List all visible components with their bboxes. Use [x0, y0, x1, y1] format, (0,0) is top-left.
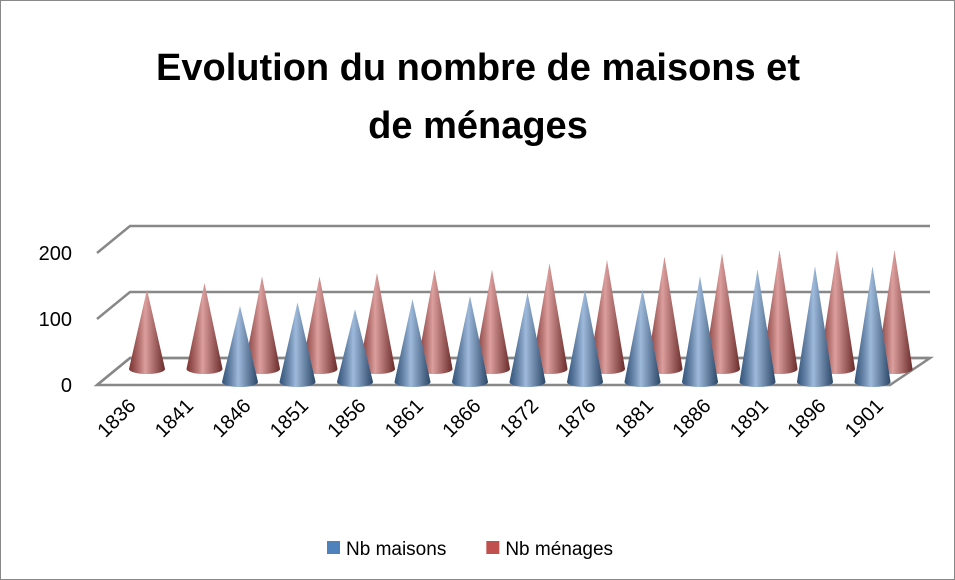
cone-shade	[567, 289, 603, 387]
y-tick-label: 200	[39, 243, 72, 265]
cone-shade	[301, 276, 338, 374]
cone-shade	[531, 263, 568, 374]
legend-swatch	[486, 541, 500, 554]
cone-shade	[819, 250, 855, 374]
cone-shade	[854, 266, 891, 387]
cone-shade	[129, 289, 165, 374]
cone-shade	[624, 289, 661, 387]
chart-title: de ménages	[368, 105, 588, 147]
cone-shade	[416, 270, 453, 374]
cone-shade	[682, 276, 718, 387]
legend-label: Nb ménages	[505, 539, 613, 560]
y-tick-label: 100	[39, 309, 72, 331]
cone-shade	[589, 260, 625, 374]
cone-shade	[222, 306, 258, 387]
cone-shade	[761, 250, 798, 374]
cone-shade	[797, 266, 833, 387]
chart-title: Evolution du nombre de maisons et	[156, 47, 800, 89]
cone-shade	[739, 269, 776, 387]
legend-label: Nb maisons	[346, 539, 446, 560]
cone-shade	[359, 273, 395, 374]
grid-line	[96, 224, 930, 254]
cone-shade	[704, 253, 740, 374]
cone-shade	[394, 299, 431, 387]
cone-shade	[646, 256, 683, 374]
cone-shade	[279, 302, 316, 387]
cone-shade	[244, 276, 280, 374]
y-tick-label: 0	[61, 375, 72, 397]
cone-shade	[509, 292, 546, 387]
cone-shade	[474, 270, 510, 374]
legend-swatch	[327, 541, 340, 554]
cone-shade	[452, 296, 488, 387]
cone-shade	[876, 250, 913, 374]
cone-shade	[186, 283, 223, 374]
cone-shade	[337, 309, 373, 387]
